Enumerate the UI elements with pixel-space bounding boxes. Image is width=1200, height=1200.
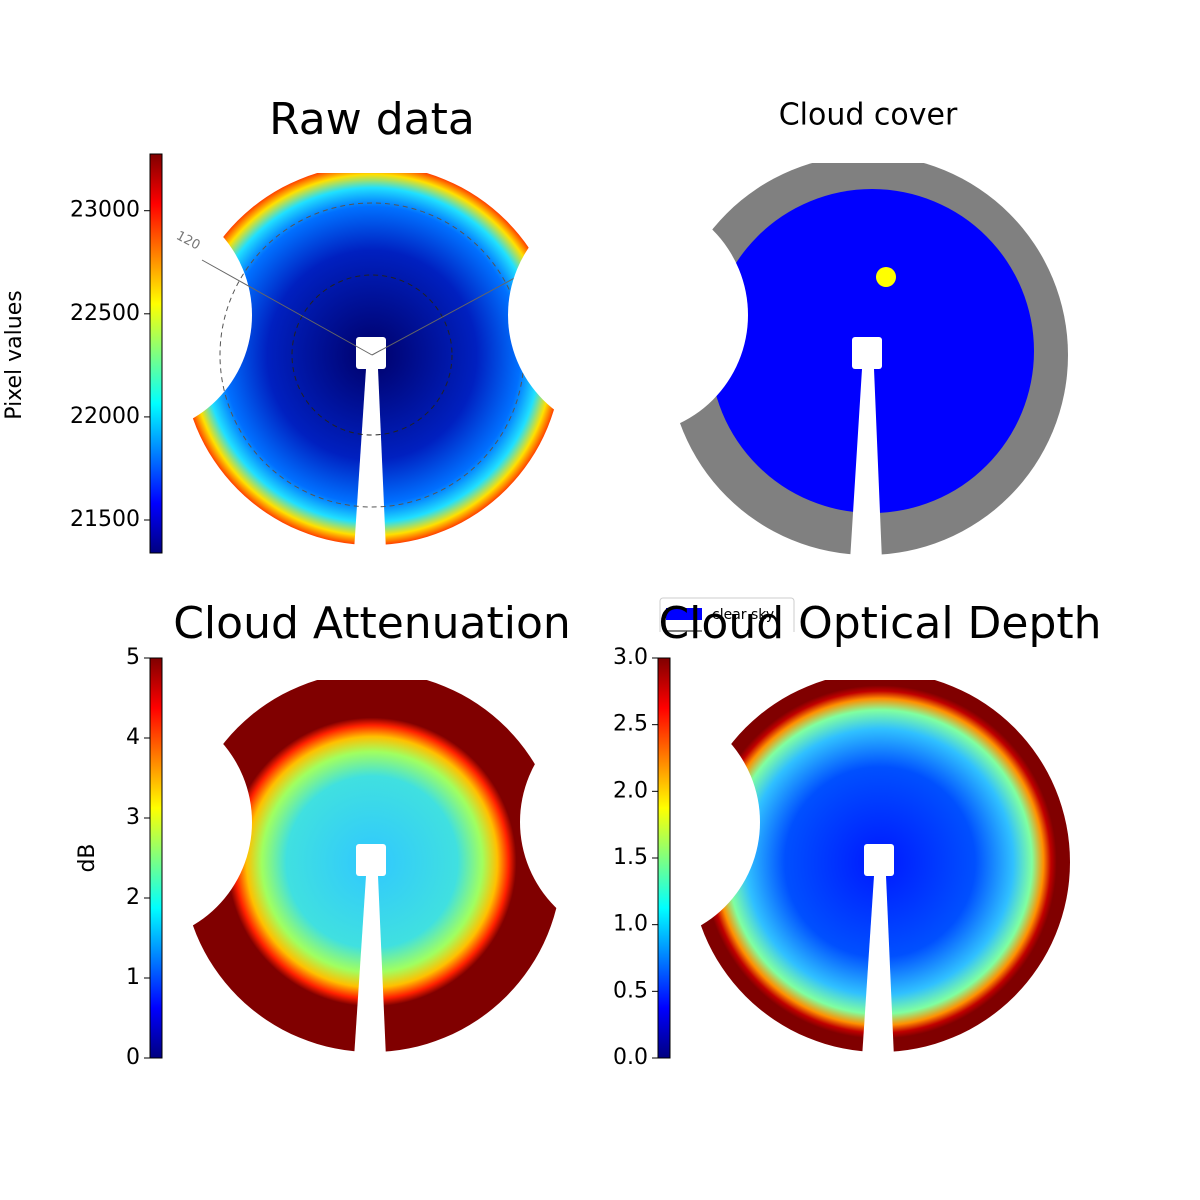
top-clip	[620, 632, 1140, 680]
colorbar	[149, 657, 163, 1059]
colorbar-tick-label: 0.5	[613, 978, 648, 1003]
pole-head	[864, 844, 894, 876]
colorbar-tick-label: 1	[126, 965, 140, 990]
obstruction	[12, 702, 252, 942]
pole	[850, 369, 882, 561]
top-clip	[112, 632, 632, 680]
legend-label: clear sky	[712, 607, 774, 623]
colorbar-tick-label: 0	[126, 1045, 140, 1070]
legend-swatch	[666, 608, 702, 620]
obstruction	[520, 702, 760, 942]
colorbar-tick-label: 4	[126, 725, 140, 750]
colorbar-tick-label: 2.0	[613, 778, 648, 803]
colorbar-label: dB	[75, 843, 100, 872]
colorbar-tick-label: 3.0	[613, 645, 648, 670]
colorbar-tick-label: 21500	[70, 507, 140, 532]
colorbar-tick-label: 3	[126, 805, 140, 830]
colorbar-tick-label: 5	[126, 645, 140, 670]
pole	[862, 876, 894, 1058]
colorbar-tick-label: 1.5	[613, 845, 648, 870]
colorbar-tick-label: 23000	[70, 198, 140, 223]
colorbar-tick-label: 22000	[70, 404, 140, 429]
colorbar	[657, 657, 671, 1059]
colorbar-tick-label: 22500	[70, 301, 140, 326]
pole-head	[356, 337, 386, 369]
colorbar-label: Pixel values	[2, 290, 27, 419]
colorbar-tick-label: 0.0	[613, 1045, 648, 1070]
top-clip	[608, 115, 1128, 163]
colorbar-tick-label: 2	[126, 885, 140, 910]
top-clip	[112, 125, 632, 173]
sky-image	[12, 632, 632, 1058]
panel-title: Cloud cover	[779, 98, 958, 133]
obstruction	[508, 195, 748, 435]
polar-spoke	[201, 259, 373, 356]
colorbar-tick-label: 2.5	[613, 712, 648, 737]
sun-disk	[876, 267, 896, 287]
pole-head	[356, 844, 386, 876]
sky-image	[508, 115, 1128, 561]
polar-grid	[291, 274, 453, 436]
colorbar-tick-label: 1.0	[613, 912, 648, 937]
sky-image	[520, 632, 1140, 1058]
pole	[354, 369, 386, 551]
pole-head	[852, 337, 882, 369]
panel-title: Cloud Optical Depth	[658, 598, 1101, 649]
panel-title: Cloud Attenuation	[173, 598, 571, 649]
panel-title: Raw data	[269, 94, 475, 145]
obstruction	[12, 195, 252, 435]
pole	[354, 876, 386, 1058]
colorbar	[149, 153, 163, 554]
